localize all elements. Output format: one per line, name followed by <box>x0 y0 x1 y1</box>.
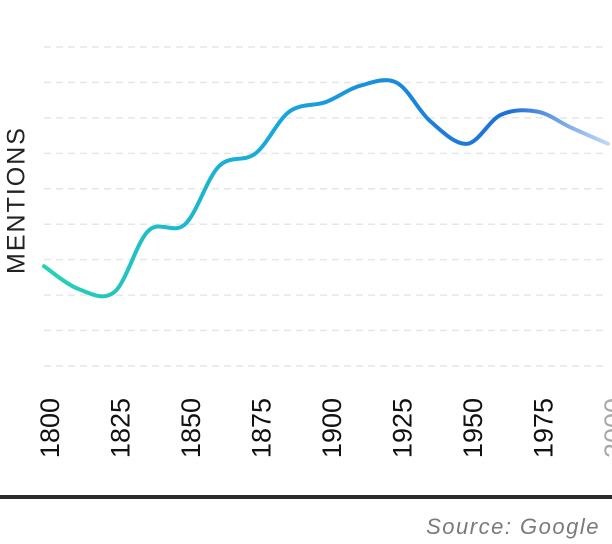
x-tick-label: 1975 <box>529 398 559 458</box>
gridlines <box>44 46 608 367</box>
x-tick-label: 2000 <box>599 398 612 458</box>
x-tick-label: 1950 <box>458 398 488 458</box>
x-tick-label: 1850 <box>176 398 206 458</box>
source-credit: Source: Google <box>426 514 600 539</box>
x-tick-label: 1925 <box>388 398 418 458</box>
x-tick-label: 1800 <box>35 398 65 458</box>
x-tick-label: 1825 <box>106 398 136 458</box>
footer-divider <box>0 495 612 499</box>
x-tick-label: 1900 <box>317 398 347 458</box>
x-axis-ticks: 1800 1825 1850 1875 1900 1925 1950 1975 2000 <box>35 398 612 458</box>
series-line <box>42 78 610 299</box>
y-axis-label: MENTIONS <box>2 126 31 274</box>
x-tick-label: 1875 <box>247 398 277 458</box>
